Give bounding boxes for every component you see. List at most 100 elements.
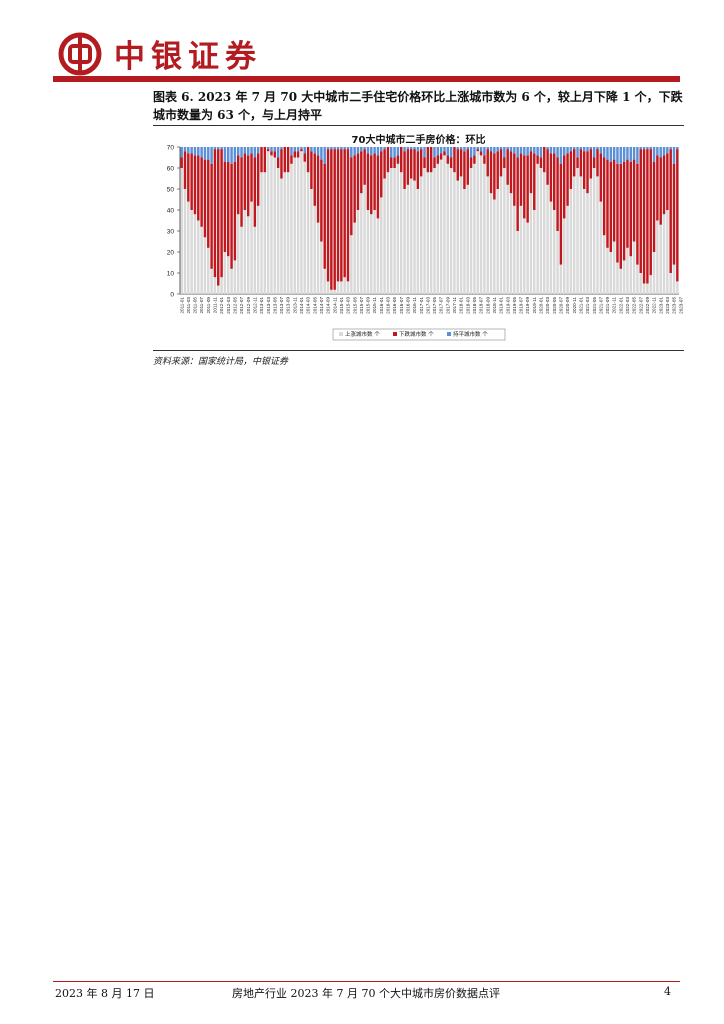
x-tick-label: 2017-01	[419, 297, 424, 314]
bar-up	[433, 168, 436, 294]
bar-up	[310, 189, 313, 294]
bar-down	[363, 149, 366, 185]
bar-down	[649, 149, 652, 276]
bar-up	[553, 210, 556, 294]
bar-up	[473, 163, 476, 294]
bar-down	[346, 149, 350, 282]
bar-flat	[353, 147, 356, 156]
bar-up	[293, 157, 297, 294]
x-tick-label: 2021-09	[605, 297, 610, 314]
bar-flat	[469, 147, 473, 158]
bar-up	[183, 189, 187, 294]
bar-down	[662, 155, 666, 215]
bar-down	[656, 155, 659, 221]
bar-down	[606, 159, 609, 248]
x-tick-label: 2014-03	[306, 297, 311, 314]
x-tick-label: 2022-11	[652, 297, 657, 314]
bar-down	[276, 157, 280, 168]
x-tick-label: 2019-01	[499, 297, 504, 314]
bar-up	[409, 178, 413, 294]
bar-up	[543, 172, 546, 294]
bar-flat	[446, 147, 450, 156]
x-tick-label: 2017-07	[439, 297, 444, 314]
bar-up	[330, 289, 333, 294]
bar-up	[509, 193, 513, 294]
bar-down	[496, 151, 499, 189]
bar-down	[230, 163, 233, 269]
bar-flat	[390, 147, 393, 158]
bar-up	[356, 210, 360, 294]
bar-up	[366, 210, 370, 294]
bar-flat	[569, 147, 573, 152]
bar-down	[602, 157, 606, 236]
bar-down	[250, 153, 253, 202]
header-rule	[53, 76, 680, 82]
chart-container: 0 10 20 30 40 50 60 70 2011-01 2011-03 2011-05 2011…	[153, 128, 684, 350]
bar-up	[180, 168, 183, 294]
bar-up	[290, 163, 293, 294]
bar-up	[449, 168, 453, 294]
bar-down	[616, 163, 619, 263]
bar-flat	[509, 147, 513, 152]
bar-up	[483, 163, 486, 294]
bar-down	[592, 157, 596, 168]
bar-flat	[293, 147, 297, 152]
bar-up	[396, 163, 400, 294]
bar-down	[233, 161, 237, 261]
bar-up	[213, 277, 217, 294]
bar-up	[370, 214, 373, 294]
bar-up	[353, 222, 356, 294]
bar-flat	[652, 147, 656, 162]
bar-up	[423, 168, 426, 294]
bar-down	[426, 147, 430, 173]
bar-up	[340, 281, 343, 294]
bar-up	[383, 178, 386, 294]
bar-up	[399, 172, 403, 294]
bar-up	[649, 275, 652, 294]
bar-flat	[523, 147, 526, 156]
bar-flat	[576, 147, 579, 158]
footer-rule	[53, 981, 680, 982]
bar-down	[283, 147, 287, 173]
bar-up	[413, 180, 416, 294]
bar-flat	[433, 147, 436, 158]
x-tick-label: 2013-07	[279, 297, 284, 314]
bar-down	[619, 163, 623, 269]
bar-flat	[276, 147, 280, 158]
x-tick-label: 2021-07	[598, 297, 603, 314]
bar-up	[360, 193, 363, 294]
x-tick-label: 2021-11	[612, 297, 617, 314]
bar-flat	[669, 147, 672, 150]
bar-up	[336, 281, 340, 294]
bar-down	[582, 151, 586, 189]
bar-down	[626, 159, 629, 248]
bar-flat	[187, 147, 190, 154]
bar-up	[632, 241, 636, 294]
bar-flat	[622, 147, 626, 162]
bar-up	[456, 180, 460, 294]
x-tick-label: 2023-03	[665, 297, 670, 314]
y-tick-label: 50	[167, 187, 175, 194]
bar-up	[639, 273, 642, 294]
bar-up	[523, 218, 526, 294]
bar-down	[416, 151, 420, 189]
bar-flat	[303, 147, 306, 154]
bar-down	[622, 161, 626, 261]
x-tick-label: 2021-03	[585, 297, 590, 314]
bar-flat	[323, 147, 326, 164]
bar-flat	[370, 147, 373, 156]
bar-down	[366, 153, 370, 210]
bar-flat	[483, 147, 486, 156]
bar-down	[539, 157, 543, 168]
bar-up	[203, 237, 207, 294]
bar-down	[306, 147, 310, 173]
bar-flat	[183, 147, 187, 152]
bar-down	[316, 155, 320, 223]
bar-up	[562, 218, 566, 294]
bar-down	[549, 153, 553, 202]
bar-up	[652, 252, 656, 294]
bar-down	[313, 153, 316, 206]
bar-up	[333, 289, 336, 294]
bar-down	[543, 147, 546, 173]
x-tick-label: 2012-09	[246, 297, 251, 314]
